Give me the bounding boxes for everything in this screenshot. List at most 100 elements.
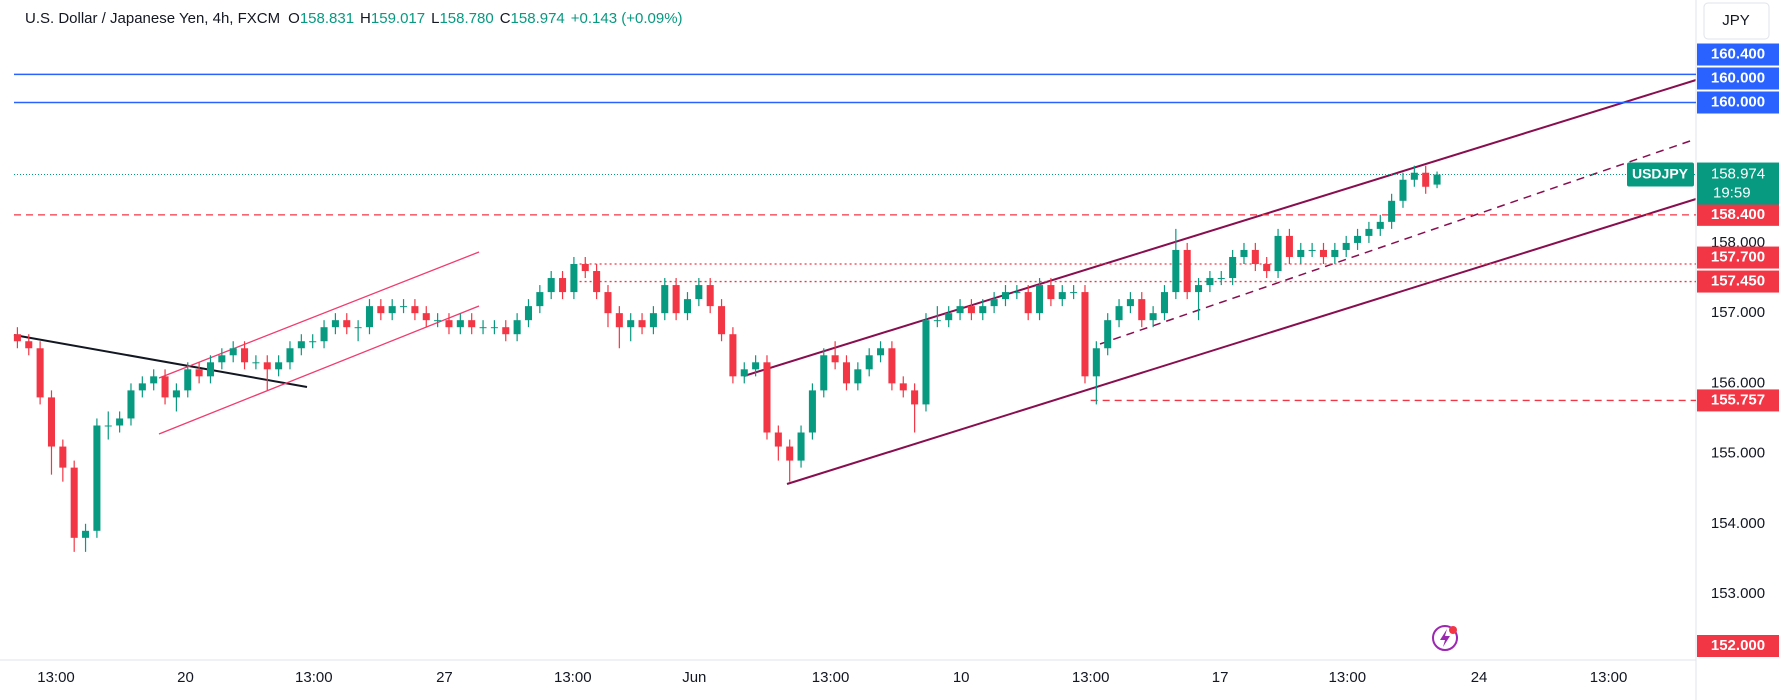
candle-body	[1172, 249, 1180, 293]
candle-body	[1285, 235, 1293, 257]
price-label-box	[1697, 270, 1779, 293]
candle-body	[797, 432, 805, 461]
candle-body	[1013, 292, 1021, 294]
candle-body	[1433, 174, 1441, 185]
candle-body	[206, 362, 215, 377]
candle-body	[1217, 278, 1225, 280]
alert-dot[interactable]	[1449, 626, 1457, 634]
drawings	[13, 79, 1697, 485]
candle-body	[388, 306, 396, 314]
candle-body	[195, 369, 203, 377]
x-tick-label: 10	[953, 669, 970, 686]
candle-body	[524, 306, 533, 321]
candle-body	[1036, 285, 1044, 314]
price-label-box	[1697, 67, 1779, 90]
price-label: 160.000	[1711, 93, 1765, 110]
ohlc-key: C	[500, 10, 511, 27]
candle-body	[1388, 200, 1396, 222]
alert-bolt[interactable]	[1440, 629, 1450, 647]
y-tick-label: 154.000	[1711, 515, 1765, 532]
candle-body	[706, 285, 714, 307]
candle-body	[820, 355, 828, 391]
x-tick-label: 17	[1212, 669, 1229, 686]
candle-body	[59, 446, 67, 468]
candle-body	[150, 376, 158, 384]
y-tick-label: 156.000	[1711, 374, 1765, 391]
candle-body	[740, 369, 748, 377]
candle-body	[1274, 235, 1282, 272]
candle-body	[490, 327, 498, 329]
header: U.S. Dollar / Japanese Yen, 4h, FXCM O158…	[25, 10, 683, 27]
candle-body	[945, 313, 953, 321]
candle-body	[422, 313, 430, 321]
symbol-label: USDJPY	[1632, 165, 1689, 181]
candle-body	[172, 390, 180, 398]
price-label: 160.400	[1711, 45, 1765, 62]
y-tick-label: 155.000	[1711, 445, 1765, 462]
candle-body	[1195, 285, 1203, 293]
price-label: 155.757	[1711, 391, 1765, 408]
x-tick-label: 13:00	[1329, 669, 1367, 686]
candle-body	[479, 327, 487, 329]
x-tick-label: 13:00	[812, 669, 850, 686]
candle-body	[1251, 249, 1259, 264]
candle-body	[1376, 221, 1384, 229]
price-label-box	[1697, 203, 1779, 226]
alert-circle[interactable]	[1432, 625, 1458, 651]
candle-body	[1410, 172, 1418, 180]
candle-body	[683, 299, 692, 314]
alert-icon[interactable]	[1432, 625, 1458, 651]
candle-body	[990, 299, 998, 307]
channel-line	[158, 305, 480, 435]
candle-body	[1297, 249, 1305, 257]
candle-body	[536, 292, 544, 307]
candle-body	[377, 306, 385, 314]
candle-body	[82, 530, 90, 538]
candle-body	[286, 348, 294, 363]
candle-body	[1240, 249, 1248, 257]
candle-body	[763, 362, 771, 433]
price-label: 152.000	[1711, 637, 1765, 654]
candle-body	[1331, 249, 1339, 257]
candle-body	[627, 320, 635, 328]
candle-body	[434, 320, 442, 322]
candle-body	[297, 341, 305, 349]
price-label: 157.700	[1711, 249, 1765, 266]
price-label-box	[1697, 635, 1779, 657]
candle-body	[877, 348, 885, 356]
trend-line	[13, 334, 308, 388]
candle-body	[93, 425, 101, 531]
candle-body	[445, 320, 453, 328]
candle-body	[615, 313, 623, 328]
price-label-box	[1697, 43, 1779, 66]
candle-body	[456, 320, 464, 328]
x-tick-label: 20	[177, 669, 194, 686]
candle-body	[547, 278, 555, 293]
candle-body	[1092, 348, 1100, 377]
candle-body	[400, 306, 408, 308]
currency-button[interactable]	[1703, 2, 1770, 40]
candle-body	[365, 306, 374, 328]
countdown: 19:59	[1713, 185, 1751, 202]
channel-line	[158, 251, 480, 379]
candle-body	[1319, 249, 1328, 257]
candle-body	[184, 369, 192, 391]
candle-body	[320, 327, 328, 342]
candle-body	[25, 341, 33, 349]
candle-body	[1365, 228, 1373, 236]
last-price-label: 158.974	[1711, 166, 1765, 183]
ohlc-key: H	[360, 10, 371, 27]
candle-body	[752, 362, 760, 370]
currency-label[interactable]: JPY	[1722, 12, 1750, 29]
candle-body	[263, 362, 271, 370]
candle-body	[116, 418, 124, 426]
price-label-box	[1697, 389, 1779, 412]
x-tick-label: 13:00	[554, 669, 592, 686]
candle-body	[161, 376, 169, 398]
candle-body	[502, 327, 510, 335]
candle-body	[604, 292, 612, 314]
candle-body	[354, 327, 362, 329]
symbol: U.S. Dollar / Japanese Yen, 4h, FXCM	[25, 10, 280, 27]
symbol-tag	[1627, 162, 1694, 187]
